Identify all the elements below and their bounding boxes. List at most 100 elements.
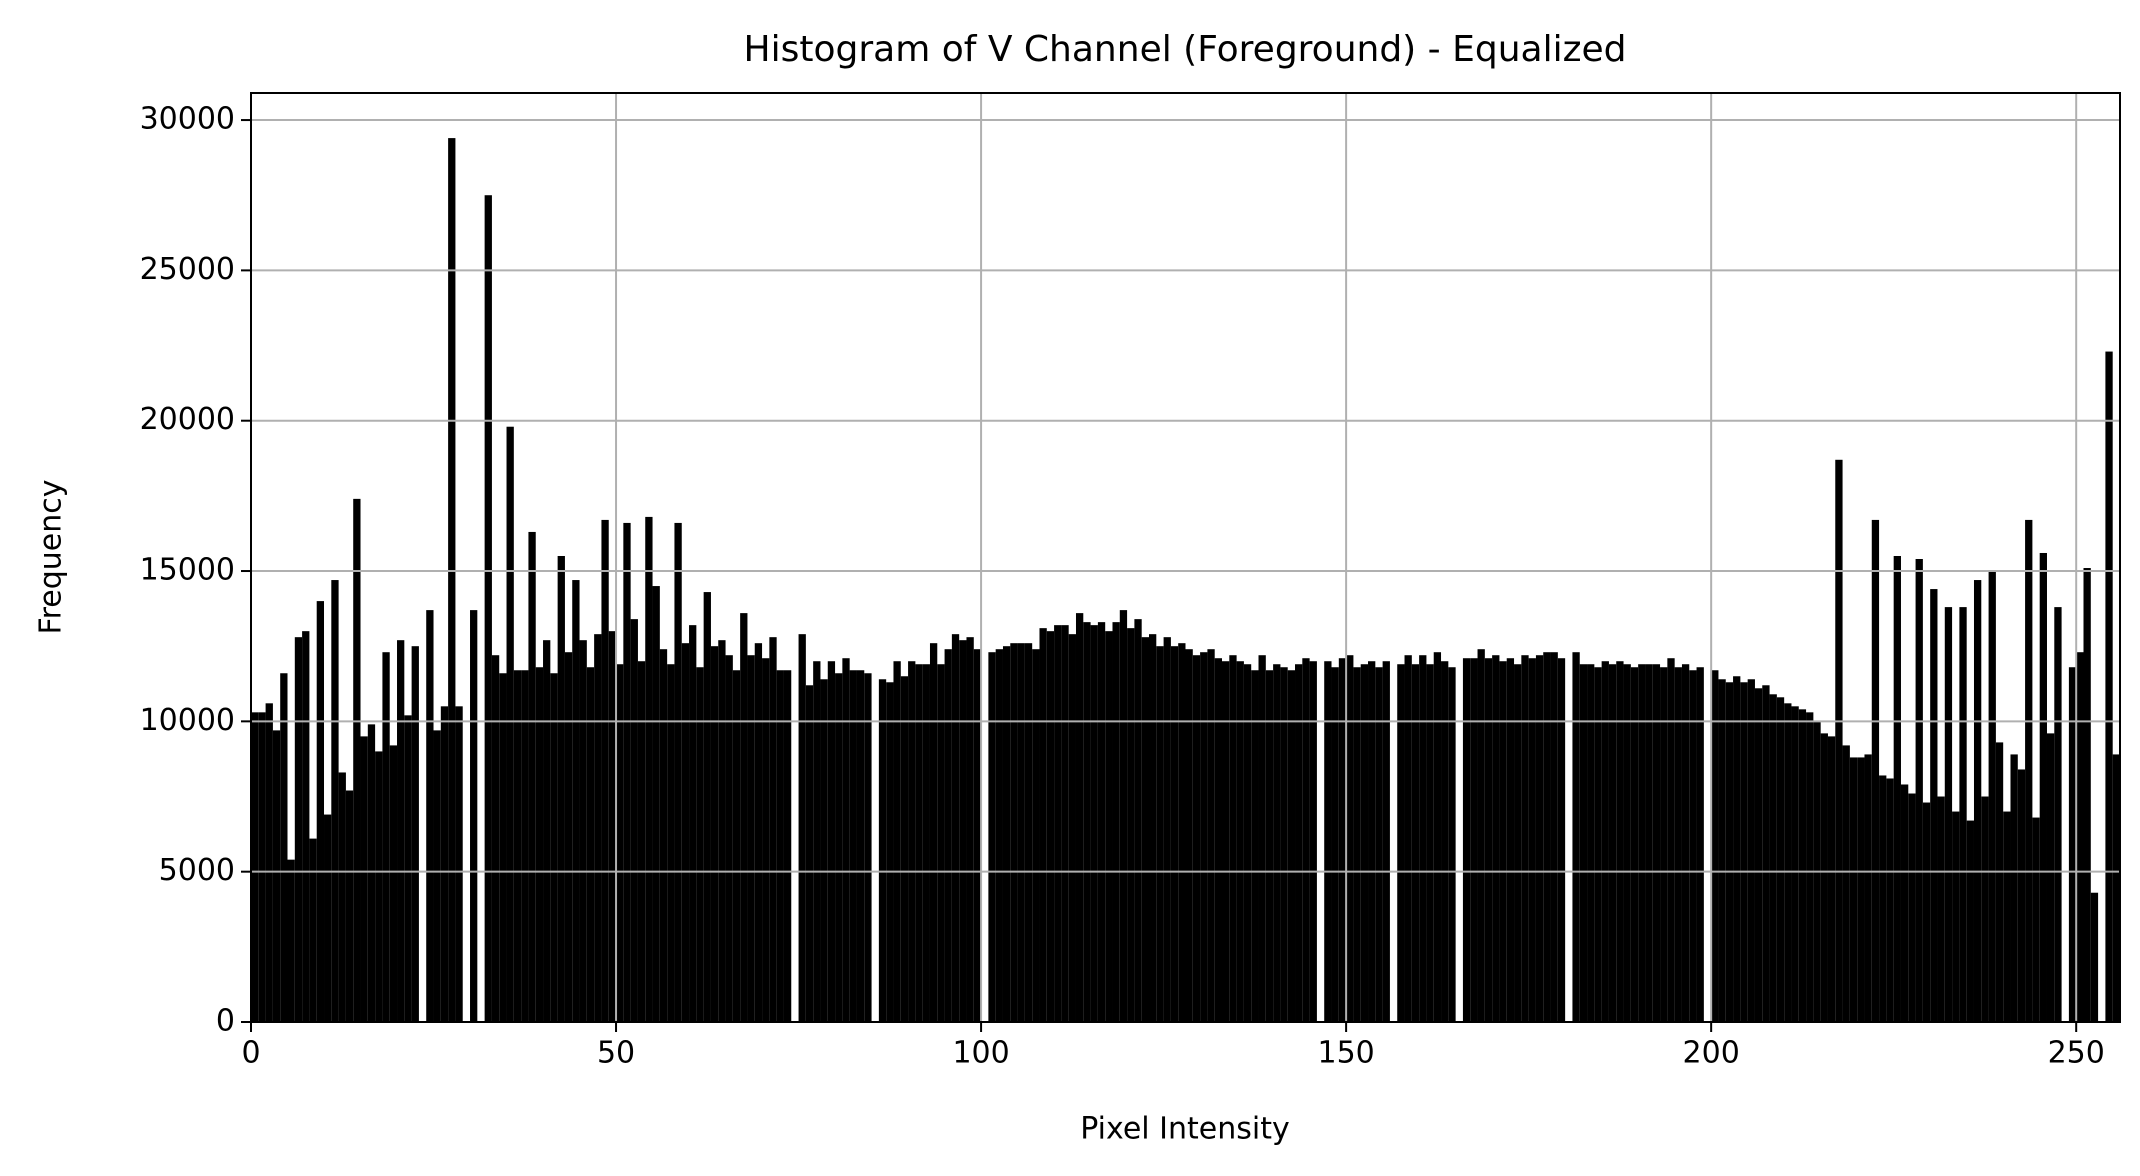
bar (1046, 631, 1055, 1022)
bar (521, 670, 529, 1022)
bar (2083, 568, 2091, 1022)
bar (1346, 655, 1354, 1022)
bar (1893, 555, 1901, 1022)
bar (856, 670, 865, 1022)
bar (2046, 733, 2055, 1022)
bar (1287, 670, 1296, 1022)
bar (1820, 733, 1828, 1022)
bar (1083, 622, 1091, 1022)
y-tick-label: 0 (216, 1004, 235, 1039)
bar (1616, 661, 1624, 1022)
bar (1426, 664, 1434, 1022)
bar (324, 814, 332, 1022)
bar (900, 676, 909, 1022)
bar (1543, 652, 1551, 1022)
bar (1360, 664, 1369, 1022)
bar (1696, 667, 1704, 1022)
bar (543, 640, 551, 1022)
bar (557, 555, 565, 1022)
bar (1849, 757, 1858, 1022)
bar (309, 838, 317, 1022)
bar (1776, 697, 1785, 1022)
bar (397, 640, 405, 1022)
bar (2025, 519, 2033, 1022)
bar (272, 730, 281, 1022)
bar (1163, 637, 1171, 1022)
bar (1309, 661, 1317, 1022)
bar (1185, 649, 1193, 1022)
bar (1156, 646, 1164, 1022)
bar (389, 745, 398, 1022)
bar (1681, 664, 1690, 1022)
bar (287, 859, 295, 1022)
bar (1922, 802, 1931, 1022)
bar (1937, 796, 1945, 1022)
bar (1222, 661, 1230, 1022)
y-tick-label: 25000 (140, 252, 235, 287)
bar (1192, 655, 1201, 1022)
bar (637, 661, 646, 1022)
bar (1061, 625, 1069, 1022)
bar (367, 724, 376, 1022)
bar (601, 519, 609, 1022)
bar (652, 586, 660, 1022)
bar (1002, 646, 1011, 1022)
bar (630, 619, 638, 1022)
bar (1718, 679, 1726, 1022)
bar (944, 649, 952, 1022)
bar (732, 670, 741, 1022)
bar (353, 498, 361, 1022)
bar (1404, 655, 1412, 1022)
x-tick-label: 150 (1317, 1036, 1374, 1071)
plot-frame (250, 92, 2121, 1023)
x-tick-label: 200 (1683, 1036, 1740, 1071)
bar (440, 706, 449, 1022)
bar (550, 673, 558, 1022)
bar (762, 658, 770, 1022)
bar (1462, 658, 1471, 1022)
x-tick-label: 100 (952, 1036, 1009, 1071)
bar (667, 664, 675, 1022)
bar (1791, 706, 1799, 1022)
bar (404, 715, 412, 1022)
bar (1397, 664, 1405, 1022)
bar (1806, 712, 1814, 1022)
bar (769, 637, 777, 1022)
bar (572, 580, 580, 1022)
bar (2076, 652, 2084, 1022)
bar (491, 655, 500, 1022)
bar (1353, 667, 1361, 1022)
bar (820, 679, 828, 1022)
bar (1864, 754, 1872, 1022)
bar (1973, 580, 1982, 1022)
bar (1740, 682, 1748, 1022)
bar (2105, 351, 2113, 1022)
bar (959, 640, 967, 1022)
bar (1784, 703, 1792, 1022)
bar (674, 522, 682, 1022)
bar (878, 679, 887, 1022)
bar (951, 634, 960, 1022)
bar (1127, 628, 1135, 1022)
bar (579, 640, 587, 1022)
bar (1871, 519, 1880, 1022)
bar (1900, 784, 1909, 1022)
bar (1733, 676, 1741, 1022)
bar (1214, 658, 1223, 1022)
bar (747, 655, 755, 1022)
bar (1097, 622, 1106, 1022)
bar (411, 646, 419, 1022)
bar (1331, 667, 1339, 1022)
bar (893, 661, 901, 1022)
bar (966, 637, 974, 1022)
bar (849, 670, 857, 1022)
bar (1930, 589, 1938, 1022)
bar (1915, 559, 1923, 1022)
bar (1879, 775, 1887, 1022)
bar (1535, 655, 1544, 1022)
bar (251, 712, 259, 1022)
bar (360, 736, 368, 1022)
bar (382, 652, 390, 1022)
bar (1324, 661, 1332, 1022)
